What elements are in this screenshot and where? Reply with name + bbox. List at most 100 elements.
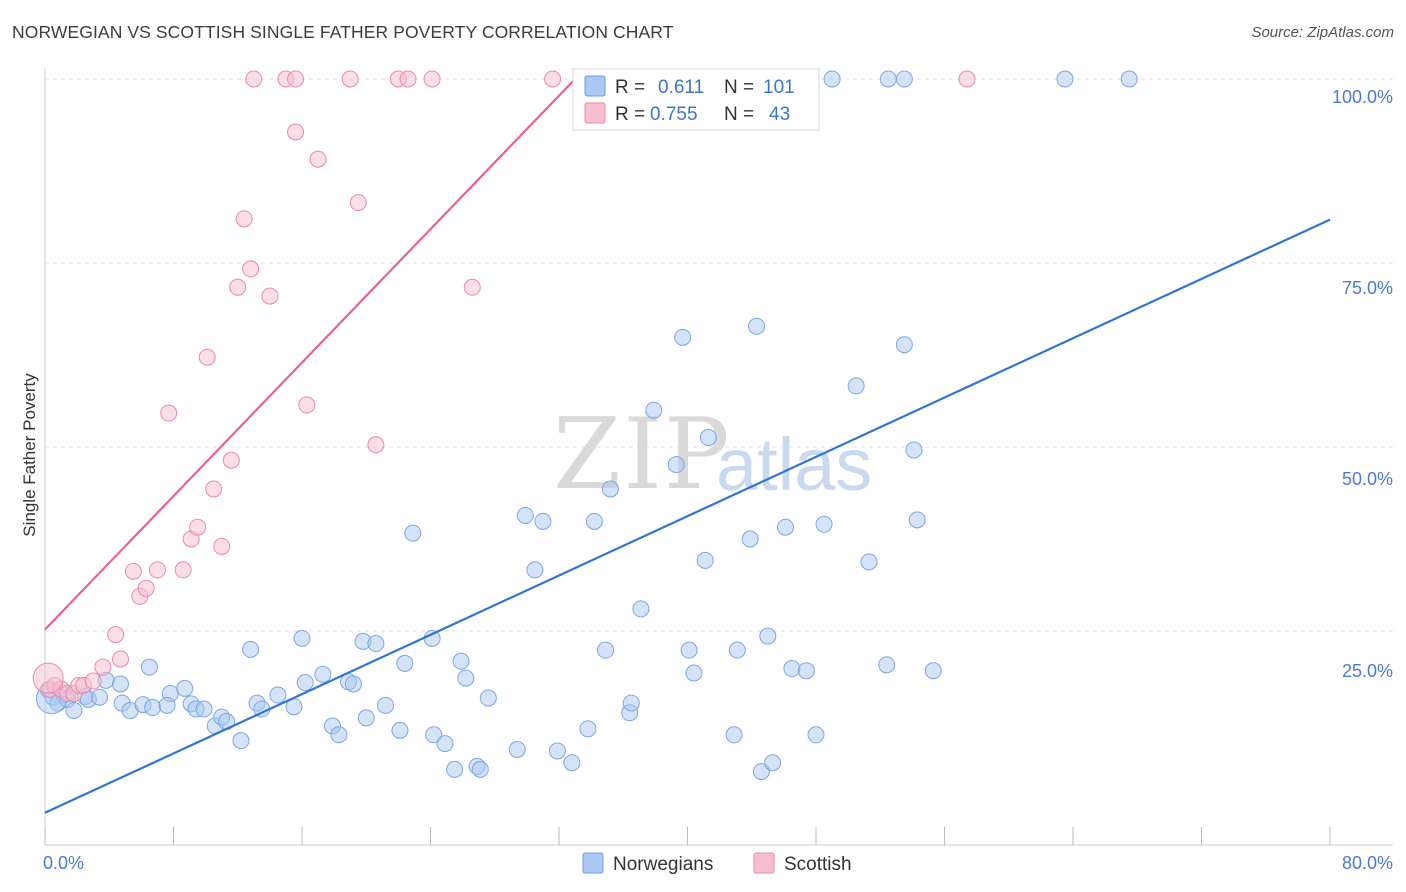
norwegians-point bbox=[878, 656, 896, 674]
scottish-point bbox=[287, 123, 305, 141]
legend-swatch-blue bbox=[584, 75, 606, 97]
norwegians-point bbox=[823, 70, 841, 88]
legend-box bbox=[572, 68, 820, 131]
scottish-point bbox=[107, 626, 125, 644]
scottish-trend-line bbox=[44, 78, 576, 631]
norwegians-point bbox=[908, 511, 926, 529]
norwegians-point bbox=[895, 70, 913, 88]
norwegians-point bbox=[446, 760, 464, 778]
scottish-point bbox=[198, 348, 216, 366]
norwegians-point bbox=[725, 726, 743, 744]
norwegians-point bbox=[815, 515, 833, 533]
norwegians-point bbox=[585, 512, 603, 530]
norwegians-point bbox=[680, 641, 698, 659]
scottish-point bbox=[148, 561, 166, 579]
norwegians-point bbox=[330, 726, 348, 744]
legend-n-value-1: 101 bbox=[763, 77, 795, 98]
chart-source: Source: ZipAtlas.com bbox=[1251, 24, 1394, 41]
x-tick-label: 0.0% bbox=[43, 853, 84, 873]
norwegians-point bbox=[601, 480, 619, 498]
norwegians-point bbox=[111, 675, 129, 693]
scottish-point bbox=[213, 537, 231, 555]
norwegians-point bbox=[860, 553, 878, 571]
chart-title: NORWEGIAN VS SCOTTISH SINGLE FATHER POVE… bbox=[12, 22, 674, 42]
norwegians-point bbox=[457, 669, 475, 687]
norwegians-point bbox=[314, 665, 332, 683]
norwegians-point bbox=[905, 441, 923, 459]
norwegians-point bbox=[685, 664, 703, 682]
watermark-zip: ZIP bbox=[553, 398, 732, 512]
norwegians-point bbox=[91, 688, 109, 706]
scottish-point bbox=[341, 70, 359, 88]
norwegians-point bbox=[548, 742, 566, 760]
series-label-scottish: Scottish bbox=[784, 854, 852, 875]
y-tick-label: 100.0% bbox=[1332, 87, 1393, 107]
series-legend: Norwegians Scottish bbox=[582, 852, 852, 875]
scottish-point bbox=[287, 70, 305, 88]
scottish-point bbox=[160, 404, 178, 422]
norwegians-point bbox=[879, 70, 897, 88]
gridlines bbox=[45, 78, 1393, 632]
y-tick-label: 25.0% bbox=[1342, 661, 1393, 681]
norwegians-point bbox=[1056, 70, 1074, 88]
watermark-atlas: atlas bbox=[716, 423, 872, 506]
correlation-legend: R = 0.611 N = 101 R = 0.755 N = 43 bbox=[572, 68, 820, 131]
norwegians-point bbox=[140, 658, 158, 676]
norwegians-point bbox=[563, 754, 581, 772]
scottish-point bbox=[367, 436, 385, 454]
norwegians-point bbox=[195, 700, 213, 718]
scottish-point bbox=[111, 650, 129, 668]
scottish-point bbox=[242, 260, 260, 278]
norwegians-point bbox=[579, 720, 597, 738]
scottish-point bbox=[298, 396, 316, 414]
legend-r-value-1: 0.611 bbox=[658, 77, 704, 98]
norwegians-point bbox=[924, 662, 942, 680]
norwegians-point bbox=[667, 456, 685, 474]
norwegians-point bbox=[728, 641, 746, 659]
norwegians-point bbox=[377, 696, 395, 714]
scottish-point bbox=[235, 210, 253, 228]
series-swatch-scottish bbox=[753, 852, 775, 874]
scottish-point bbox=[222, 451, 240, 469]
norwegians-point bbox=[696, 551, 714, 569]
legend-r-label-2: R = bbox=[615, 104, 645, 125]
norwegians-point bbox=[622, 694, 640, 712]
watermark: ZIP atlas bbox=[553, 398, 872, 512]
scottish-point bbox=[189, 518, 207, 536]
scottish-point bbox=[544, 70, 562, 88]
legend-r-value-2: 0.755 bbox=[650, 104, 698, 125]
norwegians-point bbox=[748, 317, 766, 335]
scottish-point bbox=[423, 70, 441, 88]
norwegians-point bbox=[534, 512, 552, 530]
norwegians-point bbox=[776, 518, 794, 536]
scottish-point bbox=[958, 70, 976, 88]
norwegians-point bbox=[423, 629, 441, 647]
norwegians-point bbox=[425, 726, 443, 744]
norwegians-point bbox=[526, 561, 544, 579]
norwegians-point bbox=[699, 428, 717, 446]
scottish-point bbox=[137, 579, 155, 597]
norwegians-point bbox=[296, 674, 314, 692]
scottish-point bbox=[463, 278, 481, 296]
axes bbox=[44, 68, 1393, 846]
norwegians-point bbox=[516, 506, 534, 524]
norwegians-point bbox=[391, 721, 409, 739]
norwegians-point bbox=[508, 740, 526, 758]
norwegians-point bbox=[632, 600, 650, 618]
norwegians-point bbox=[367, 635, 385, 653]
norwegians-point bbox=[269, 686, 287, 704]
scottish-point bbox=[349, 194, 367, 212]
scottish-point bbox=[84, 672, 102, 690]
legend-r-label-1: R = bbox=[615, 77, 645, 98]
norwegians-point bbox=[293, 629, 311, 647]
legend-n-value-2: 43 bbox=[769, 104, 790, 125]
legend-swatch-pink bbox=[584, 102, 606, 124]
scottish-points bbox=[32, 70, 976, 703]
norwegians-point bbox=[404, 524, 422, 542]
norwegians-point bbox=[1120, 70, 1138, 88]
series-swatch-norwegians bbox=[582, 852, 604, 874]
scottish-point bbox=[309, 150, 327, 168]
norwegians-point bbox=[452, 652, 470, 670]
trend-lines bbox=[44, 78, 1331, 814]
